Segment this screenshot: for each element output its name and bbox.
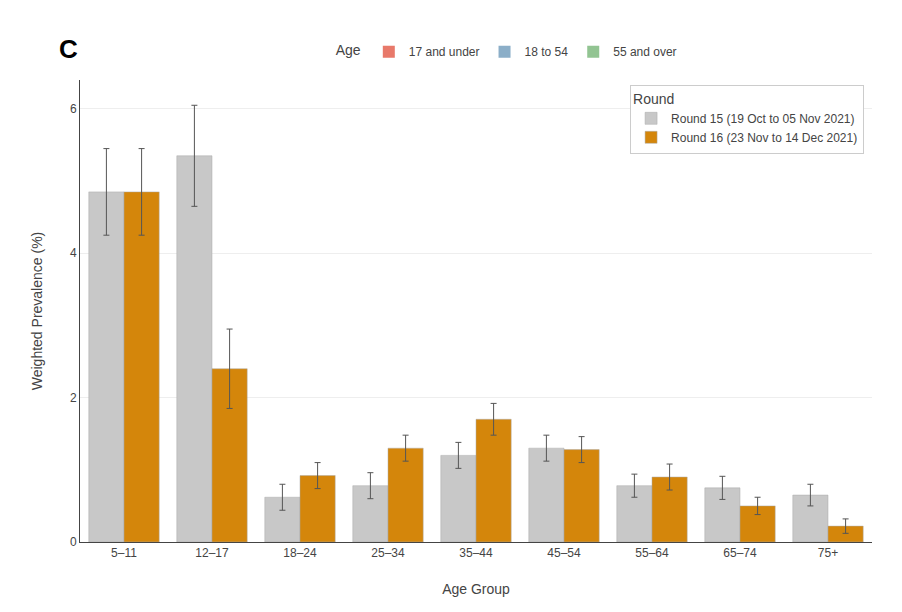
svg-text:35–44: 35–44 [459, 546, 493, 560]
svg-text:55–64: 55–64 [635, 546, 669, 560]
svg-text:18–24: 18–24 [283, 546, 317, 560]
svg-text:55 and over: 55 and over [613, 45, 676, 59]
svg-text:Round 16 (23 Nov to 14 Dec 202: Round 16 (23 Nov to 14 Dec 2021) [671, 131, 857, 145]
svg-text:4: 4 [70, 246, 77, 260]
svg-text:C: C [59, 34, 78, 64]
svg-text:5–11: 5–11 [111, 546, 137, 560]
svg-text:18 to 54: 18 to 54 [525, 45, 569, 59]
svg-text:0: 0 [70, 535, 77, 549]
svg-text:Age: Age [336, 42, 361, 58]
svg-text:Weighted Prevalence (%): Weighted Prevalence (%) [29, 232, 45, 390]
svg-text:65–74: 65–74 [723, 546, 757, 560]
svg-text:25–34: 25–34 [371, 546, 405, 560]
svg-text:Round 15 (19 Oct to 05 Nov 202: Round 15 (19 Oct to 05 Nov 2021) [671, 112, 854, 126]
svg-text:45–54: 45–54 [547, 546, 581, 560]
svg-text:17 and under: 17 and under [409, 45, 480, 59]
svg-text:75+: 75+ [818, 546, 838, 560]
svg-text:Round: Round [633, 91, 674, 107]
svg-text:12–17: 12–17 [195, 546, 229, 560]
svg-text:2: 2 [70, 391, 77, 405]
svg-text:Age Group: Age Group [442, 581, 510, 597]
svg-text:6: 6 [70, 102, 77, 116]
